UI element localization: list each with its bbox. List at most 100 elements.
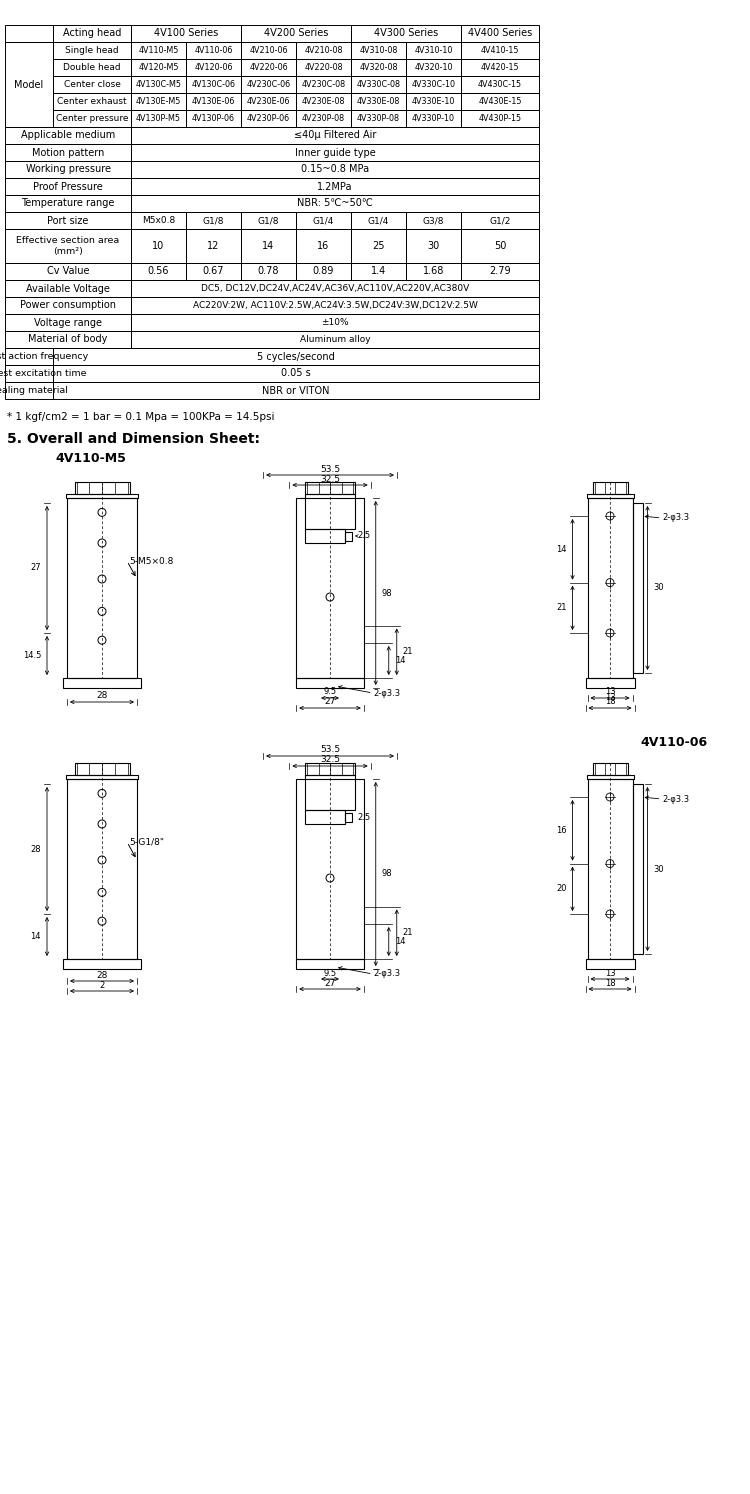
Text: G1/8: G1/8	[202, 217, 224, 226]
Text: 53.5: 53.5	[320, 465, 340, 474]
Bar	[67, 778, 137, 959]
Text: 4V110-06: 4V110-06	[194, 46, 232, 55]
Bar	[296, 111, 351, 127]
Text: 5 cycles/second: 5 cycles/second	[257, 351, 334, 362]
Text: Aluminum alloy: Aluminum alloy	[300, 335, 370, 344]
Text: 0.67: 0.67	[202, 266, 224, 276]
Bar	[586, 775, 634, 778]
Bar	[351, 93, 406, 111]
Text: 30: 30	[653, 865, 664, 874]
Bar	[131, 143, 539, 161]
Text: 1.68: 1.68	[423, 266, 444, 276]
Text: 9.5: 9.5	[323, 968, 337, 977]
Bar	[296, 93, 351, 111]
Text: AC220V:2W, AC110V:2.5W,AC24V:3.5W,DC24V:3W,DC12V:2.5W: AC220V:2W, AC110V:2.5W,AC24V:3.5W,DC24V:…	[193, 300, 478, 309]
Bar	[131, 229, 186, 263]
Bar	[241, 58, 296, 76]
Text: 4V110-M5: 4V110-M5	[55, 453, 126, 466]
Text: 4V330C-08: 4V330C-08	[356, 81, 401, 90]
Text: 21: 21	[403, 647, 413, 656]
Bar	[131, 263, 186, 279]
Text: Available Voltage: Available Voltage	[26, 284, 110, 293]
Text: 5-G1/8": 5-G1/8"	[129, 838, 164, 847]
Bar	[345, 813, 352, 822]
Text: 9.5: 9.5	[323, 687, 337, 696]
Text: 0.56: 0.56	[148, 266, 170, 276]
Bar	[131, 196, 539, 212]
Bar	[131, 25, 241, 42]
Bar	[351, 111, 406, 127]
Bar	[296, 58, 351, 76]
Text: 21: 21	[556, 604, 566, 613]
Text: 30: 30	[653, 584, 664, 593]
Text: 98: 98	[382, 870, 392, 878]
Bar	[461, 111, 539, 127]
Bar	[66, 495, 138, 498]
Bar	[296, 959, 364, 970]
Bar	[296, 263, 351, 279]
Text: 4V230C-06: 4V230C-06	[247, 81, 290, 90]
Bar	[67, 498, 137, 678]
Text: Single head: Single head	[65, 46, 118, 55]
Bar	[131, 279, 539, 297]
Bar	[131, 42, 186, 58]
Text: 4V410-15: 4V410-15	[481, 46, 519, 55]
Bar	[461, 25, 539, 42]
Bar	[186, 42, 241, 58]
Text: 16: 16	[556, 826, 566, 835]
Bar	[5, 229, 131, 263]
Bar	[5, 42, 53, 127]
Bar	[241, 25, 351, 42]
Text: 18: 18	[604, 698, 615, 707]
Text: 4V300 Series: 4V300 Series	[374, 28, 438, 39]
Text: Acting head: Acting head	[63, 28, 122, 39]
Text: 4V320-08: 4V320-08	[359, 63, 398, 72]
Bar	[63, 959, 141, 970]
Bar	[461, 42, 539, 58]
Bar	[5, 314, 131, 332]
Text: 2.5: 2.5	[358, 813, 370, 822]
Text: 4V320-10: 4V320-10	[414, 63, 453, 72]
Bar	[406, 42, 461, 58]
Text: 28: 28	[96, 971, 108, 980]
Bar	[241, 229, 296, 263]
Bar	[53, 365, 539, 382]
Bar	[186, 58, 241, 76]
Text: * 1 kgf/cm2 = 1 bar = 0.1 Mpa = 100KPa = 14.5psi: * 1 kgf/cm2 = 1 bar = 0.1 Mpa = 100KPa =…	[7, 412, 274, 421]
Text: 4V230P-06: 4V230P-06	[247, 114, 290, 123]
Bar	[5, 382, 53, 399]
Text: M5x0.8: M5x0.8	[142, 217, 175, 226]
Text: G3/8: G3/8	[423, 217, 444, 226]
Bar	[53, 111, 131, 127]
Text: 2-φ3.3: 2-φ3.3	[374, 970, 400, 979]
Text: 4V330E-08: 4V330E-08	[357, 97, 401, 106]
Bar	[131, 212, 186, 229]
Bar	[632, 784, 643, 955]
Bar	[131, 58, 186, 76]
Bar	[351, 58, 406, 76]
Text: 4V210-08: 4V210-08	[304, 46, 343, 55]
Bar	[5, 161, 131, 178]
Text: 4V130P-06: 4V130P-06	[192, 114, 235, 123]
Bar	[53, 76, 131, 93]
Bar	[186, 93, 241, 111]
Text: Cv Value: Cv Value	[46, 266, 89, 276]
Text: 20: 20	[556, 884, 566, 893]
Bar	[74, 763, 130, 775]
Bar	[241, 93, 296, 111]
Text: 4V130E-06: 4V130E-06	[192, 97, 236, 106]
Bar	[5, 212, 131, 229]
Text: G1/4: G1/4	[368, 217, 389, 226]
Text: Applicable medium: Applicable medium	[21, 130, 116, 140]
Text: 32.5: 32.5	[320, 756, 340, 765]
Bar	[241, 42, 296, 58]
Text: 4V120-06: 4V120-06	[194, 63, 232, 72]
Text: Highest action frequency: Highest action frequency	[0, 353, 88, 362]
Text: 25: 25	[372, 241, 385, 251]
Text: 28: 28	[30, 844, 41, 853]
Text: 2-φ3.3: 2-φ3.3	[662, 795, 690, 804]
Bar	[186, 111, 241, 127]
Text: Center exhaust: Center exhaust	[57, 97, 127, 106]
Text: Motion pattern: Motion pattern	[32, 148, 104, 157]
Text: 13: 13	[604, 693, 615, 702]
